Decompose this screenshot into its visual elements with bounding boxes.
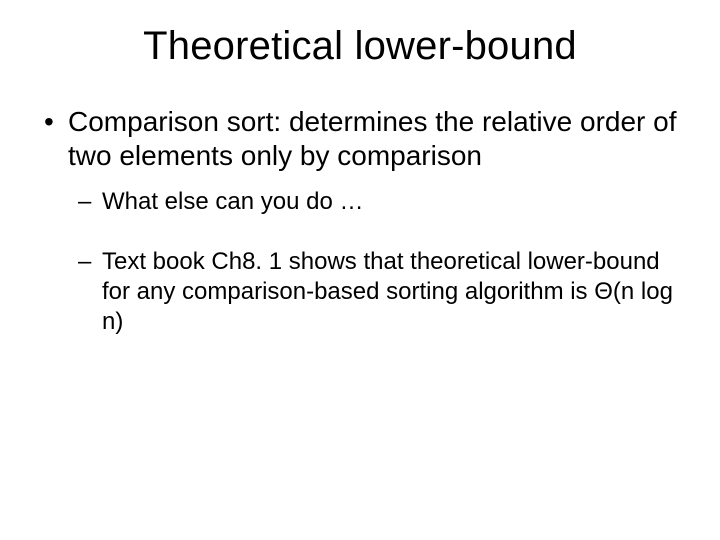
bullet-level2: What else can you do … (40, 187, 680, 217)
slide: Theoretical lower-bound Comparison sort:… (0, 0, 720, 540)
bullet-level1: Comparison sort: determines the relative… (40, 105, 680, 173)
slide-title: Theoretical lower-bound (40, 24, 680, 69)
bullet-level2: Text book Ch8. 1 shows that theoretical … (40, 247, 680, 337)
